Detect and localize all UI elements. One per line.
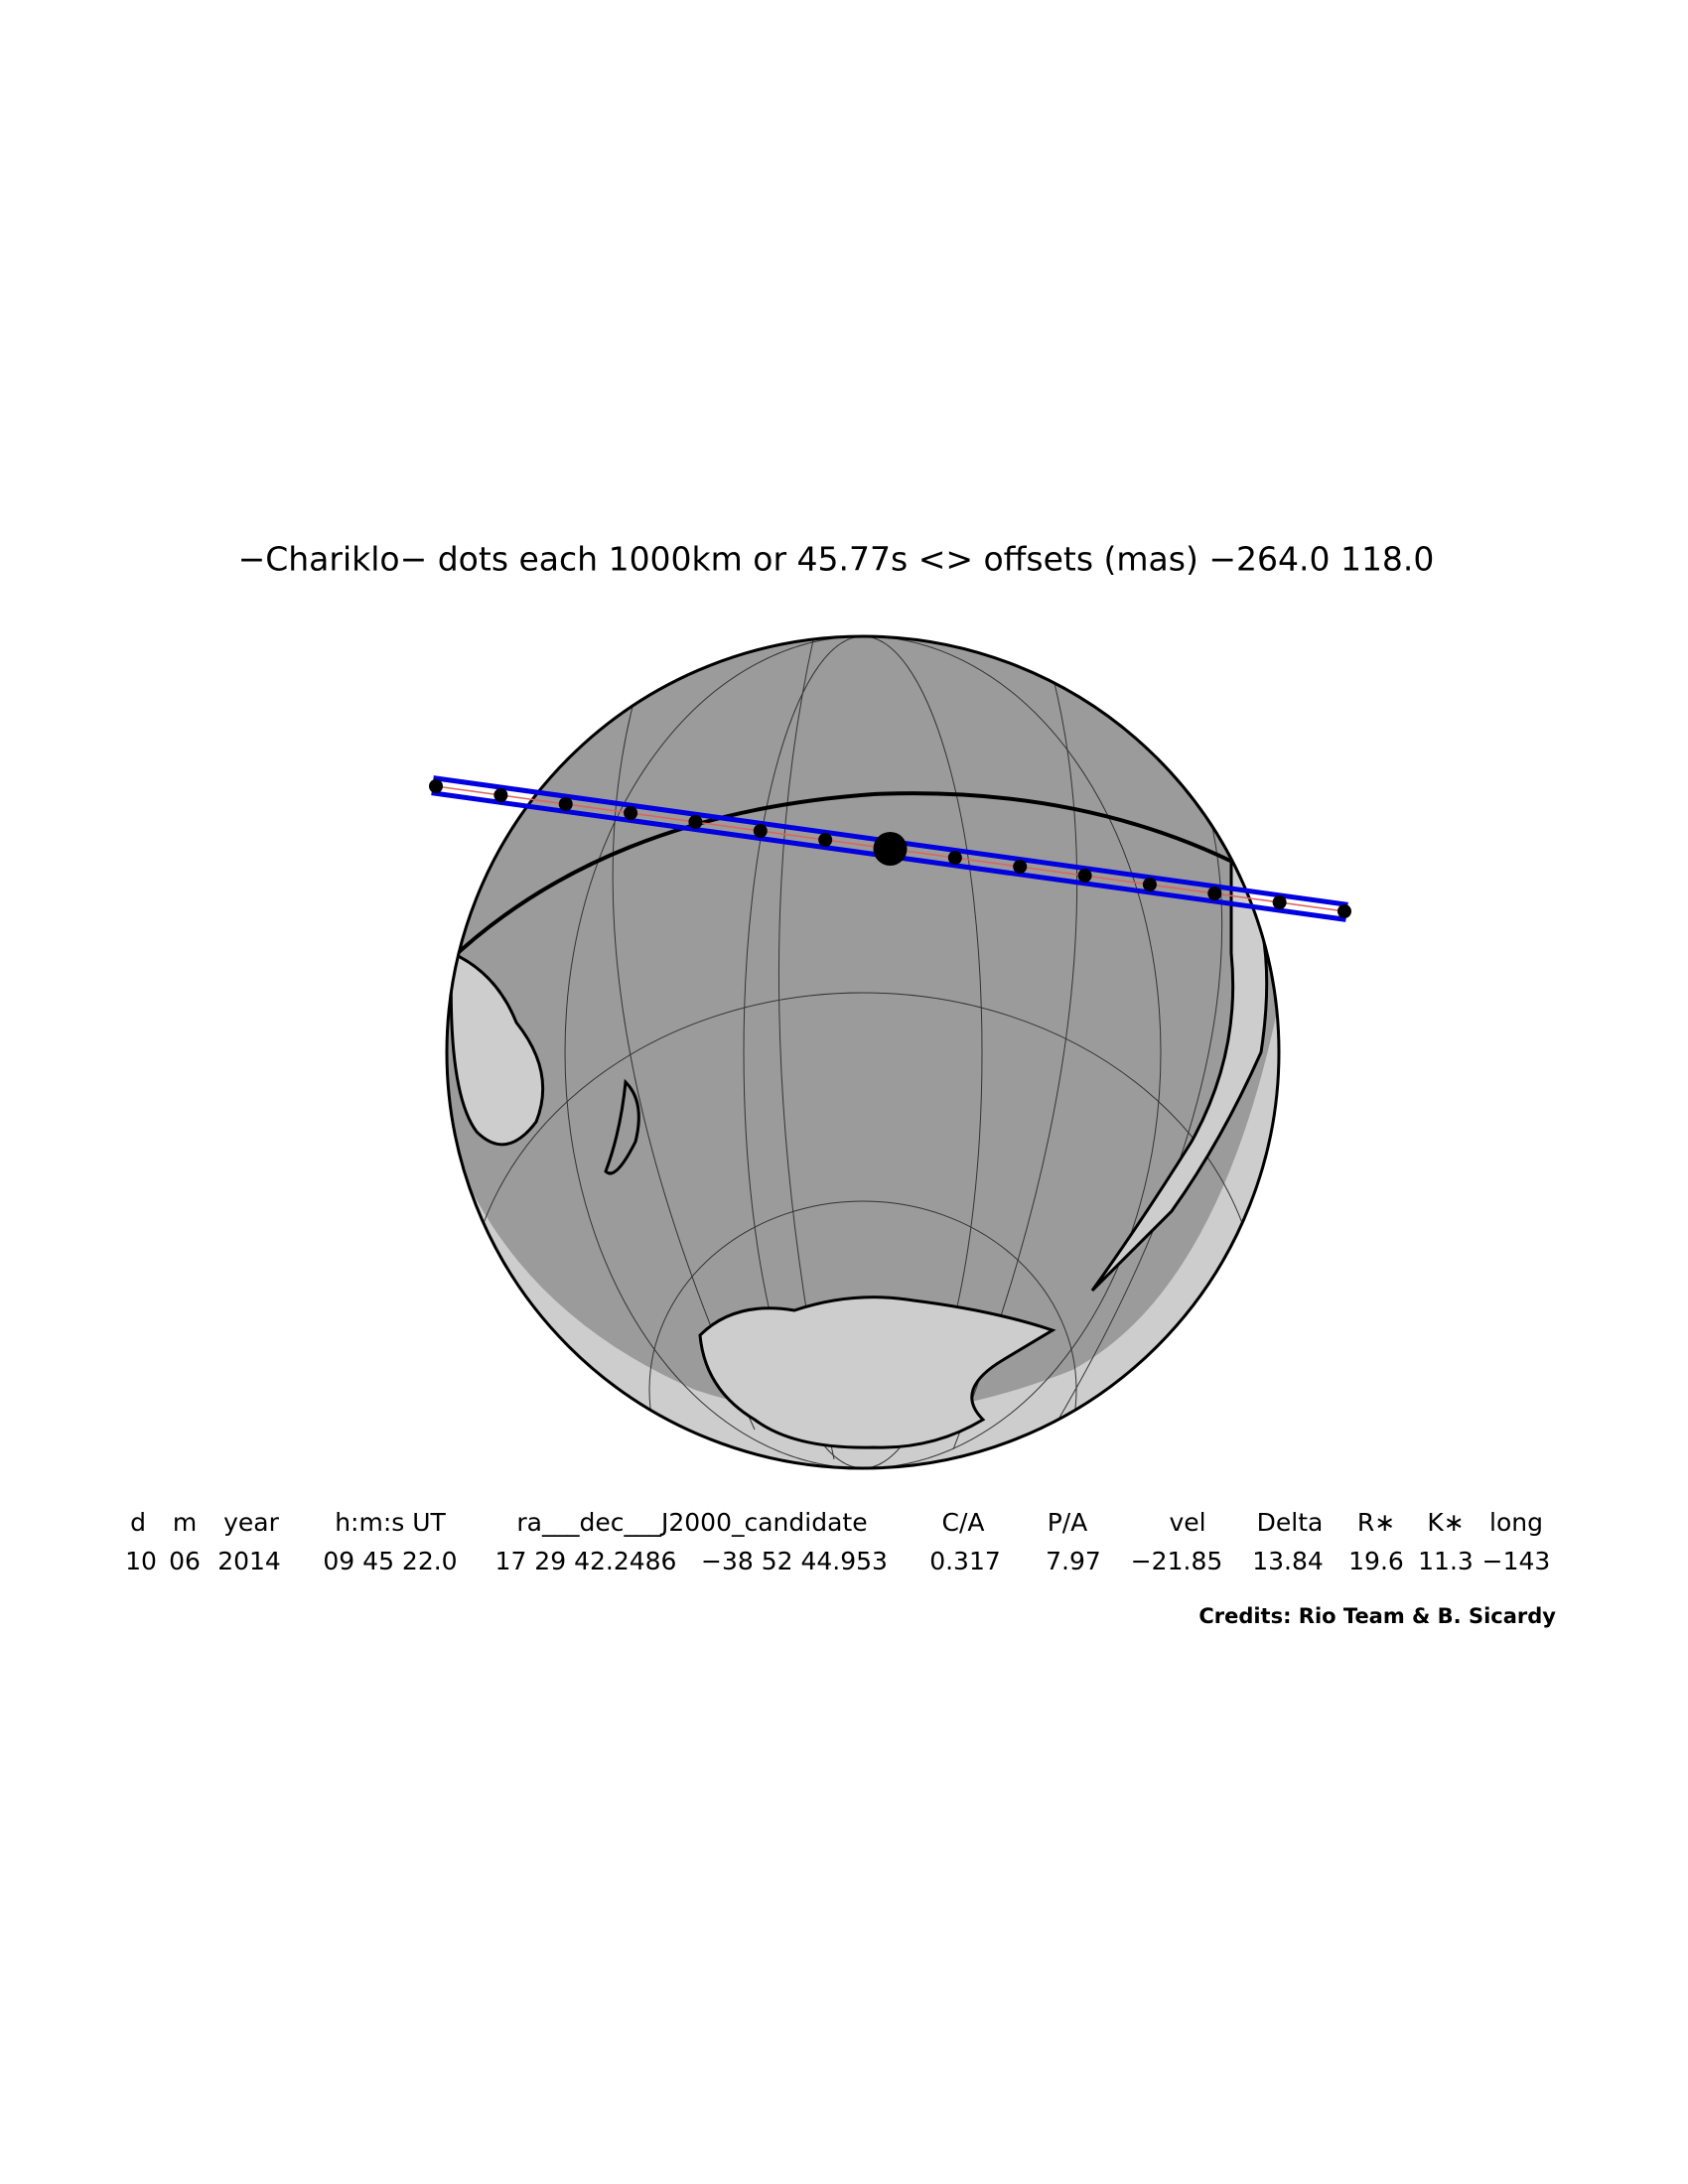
sphere-outline: [445, 634, 1281, 1470]
time-dot: [1207, 887, 1222, 900]
column-header: h:m:s UT: [335, 1508, 446, 1537]
time-dot: [558, 797, 573, 811]
column-header: year: [223, 1508, 279, 1537]
column-header: long: [1489, 1508, 1543, 1537]
column-header: P/A: [1048, 1508, 1088, 1537]
column-value: 17 29 42.2486: [495, 1547, 677, 1575]
column-value: 0.317: [929, 1547, 1001, 1575]
column-value: 7.97: [1046, 1547, 1101, 1575]
new-zealand: [604, 1078, 640, 1175]
column-header: Delta: [1257, 1508, 1324, 1537]
column-value: 11.3: [1418, 1547, 1474, 1575]
column-header: R∗: [1357, 1508, 1395, 1537]
column-header: vel: [1169, 1508, 1205, 1537]
column-value: 19.6: [1348, 1547, 1404, 1575]
australia: [449, 950, 545, 1147]
time-dot: [1337, 904, 1351, 918]
time-dot: [493, 788, 508, 802]
column-value: −21.85: [1131, 1547, 1223, 1575]
column-value: 09 45 22.0: [323, 1547, 457, 1575]
terminator: [447, 791, 1279, 975]
time-dot: [1013, 860, 1028, 874]
time-dot: [818, 833, 833, 847]
info-table: d m year h:m:s UT ra___dec___J2000_candidate…: [125, 1508, 1550, 1575]
shadow-path: [429, 775, 1351, 922]
column-header: C/A: [942, 1508, 985, 1537]
map-title: −Chariklo− dots each 1000km or 45.77s <>…: [238, 540, 1435, 579]
time-dot: [624, 806, 638, 820]
time-dots: [429, 779, 1351, 918]
column-header: d: [130, 1508, 146, 1537]
time-dot: [1077, 869, 1092, 883]
column-header: ra___dec___J2000_candidate: [516, 1508, 867, 1537]
time-dot: [1272, 895, 1287, 909]
credits: Credits: Rio Team & B. Sicardy: [1198, 1604, 1556, 1628]
time-dot: [429, 779, 443, 793]
globe: [445, 634, 1281, 1470]
column-header: K∗: [1427, 1508, 1464, 1537]
closest-approach-dot: [873, 832, 908, 866]
column-value: 10: [125, 1547, 157, 1575]
column-value: −38 52 44.953: [701, 1547, 888, 1575]
column-value: 2014: [217, 1547, 281, 1575]
time-dot: [688, 815, 703, 829]
time-dot: [1142, 878, 1157, 891]
time-dot: [947, 851, 962, 865]
column-header: m: [173, 1508, 197, 1537]
sphere: [447, 636, 1279, 1468]
antarctica: [698, 1296, 1056, 1449]
time-dot: [753, 824, 768, 838]
column-value: −143: [1482, 1547, 1551, 1575]
column-value: 06: [169, 1547, 201, 1575]
column-value: 13.84: [1252, 1547, 1324, 1575]
